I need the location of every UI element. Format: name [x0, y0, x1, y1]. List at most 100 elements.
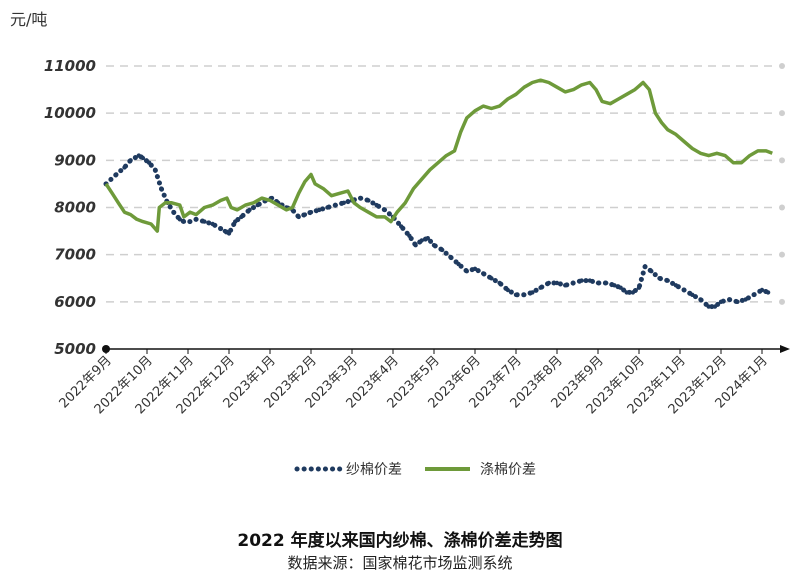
data-point [226, 231, 232, 236]
data-point [255, 202, 260, 208]
data-point [407, 233, 412, 238]
data-point [690, 292, 695, 297]
data-point [122, 165, 127, 170]
data-point [464, 269, 469, 274]
data-point [419, 238, 424, 243]
gridline-end-dot [779, 204, 785, 211]
data-point [706, 304, 711, 309]
data-point [440, 247, 445, 253]
data-point [718, 299, 724, 304]
data-point [366, 198, 371, 203]
data-point [649, 269, 654, 274]
data-point [497, 280, 502, 286]
data-point [546, 280, 551, 286]
legend-label-series-1: 涤棉价差 [480, 461, 536, 478]
series-line-1 [104, 78, 773, 233]
data-point [636, 285, 642, 290]
y-tick-label: 8000 [54, 199, 96, 217]
data-point [743, 297, 748, 302]
chart-source: 数据来源：国家棉花市场监测系统 [287, 554, 513, 572]
series-layer [103, 78, 773, 310]
data-point [194, 217, 199, 222]
data-point [505, 287, 510, 293]
data-point [448, 254, 453, 260]
data-point [308, 210, 314, 215]
data-point [431, 243, 437, 248]
data-point [302, 212, 308, 217]
gridlines [106, 63, 785, 305]
data-point [247, 207, 252, 213]
data-point [153, 167, 158, 172]
data-point [522, 292, 527, 297]
legend-label-series-0: 纱棉价差 [346, 461, 402, 478]
data-point [296, 214, 301, 220]
data-point [210, 221, 215, 227]
data-point [114, 172, 119, 177]
data-point [159, 186, 164, 191]
data-point [489, 276, 494, 281]
data-point [146, 160, 152, 165]
data-point [579, 278, 584, 283]
data-point [735, 299, 740, 304]
data-point [618, 285, 623, 290]
data-point [630, 290, 636, 295]
data-point [456, 261, 461, 267]
data-point [136, 153, 141, 158]
data-point [712, 304, 718, 309]
data-point [681, 287, 687, 293]
data-point [341, 200, 346, 205]
data-point [171, 210, 176, 215]
data-point [481, 271, 486, 276]
data-point [624, 290, 629, 295]
y-axis-unit-label: 元/吨 [10, 10, 48, 29]
data-point [413, 243, 418, 248]
data-point [218, 226, 223, 231]
data-point [563, 283, 568, 288]
data-point [612, 283, 617, 288]
x-axis: 2022年9月2022年10月2022年11月2022年12月2023年1月20… [57, 345, 790, 417]
data-point [673, 283, 679, 288]
data-point [358, 195, 363, 201]
data-point [382, 207, 387, 213]
data-point [571, 280, 576, 286]
data-point [222, 228, 228, 234]
data-point [698, 297, 703, 302]
data-point [233, 219, 238, 224]
chart-title: 2022 年度以来国内纱棉、涤棉价差走势图 [237, 531, 563, 551]
data-point [538, 285, 543, 290]
data-point [425, 236, 430, 241]
gridline-end-dot [779, 110, 785, 117]
y-axis-ticks: 5000 6000 7000 8000 9000 10000 11000 [44, 57, 96, 358]
data-point [239, 214, 244, 220]
gridline-end-dot [779, 63, 785, 69]
data-point [202, 219, 207, 224]
data-point [181, 219, 187, 224]
data-point [128, 158, 133, 163]
y-tick-label: 5000 [54, 340, 96, 358]
data-point [187, 219, 193, 224]
data-point [657, 276, 662, 281]
data-point [140, 155, 146, 161]
data-point [765, 290, 771, 295]
series-line-0 [103, 152, 771, 310]
data-point [177, 217, 182, 222]
data-point [604, 280, 609, 286]
legend: 纱棉价差 涤棉价差 [294, 461, 536, 478]
y-tick-label: 9000 [54, 151, 96, 169]
data-point [727, 297, 732, 302]
data-point [325, 205, 330, 210]
data-point [399, 224, 404, 229]
y-tick-label: 10000 [44, 104, 96, 122]
data-point [530, 290, 535, 295]
data-point [374, 202, 379, 208]
x-axis-arrow-icon [780, 345, 790, 353]
gridline-end-dot [779, 298, 785, 305]
data-point [317, 207, 322, 213]
gridline-end-dot [779, 157, 785, 164]
data-point [595, 280, 601, 286]
data-point [472, 266, 478, 271]
data-point [759, 287, 765, 293]
data-point [333, 202, 338, 208]
y-tick-label: 6000 [54, 293, 96, 311]
data-point [513, 292, 519, 297]
